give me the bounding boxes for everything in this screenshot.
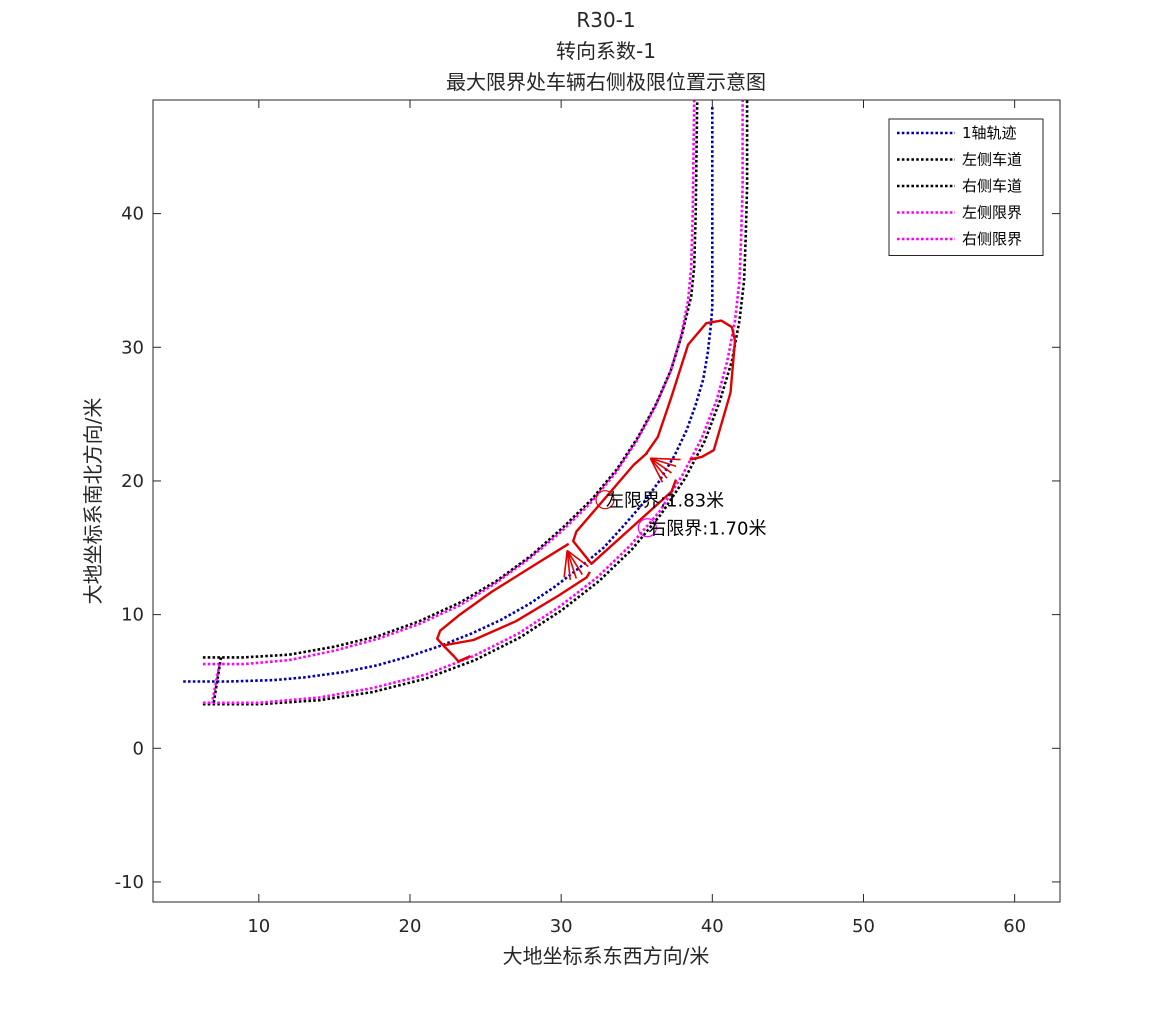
articulation-line-0-2 <box>649 457 672 474</box>
articulation-line-1-0 <box>566 549 589 568</box>
y-tick-label: 10 <box>121 605 144 626</box>
start-boundary-line-0 <box>212 657 223 705</box>
limit-marker-0 <box>595 490 615 510</box>
legend-label-1: 左侧车道 <box>962 151 1022 169</box>
limit-marker-1 <box>637 518 657 538</box>
vehicle-outline-0 <box>644 319 737 461</box>
chart-title-line-1: R30-1 <box>576 8 635 32</box>
y-tick-label: 0 <box>133 738 144 759</box>
chart-title-line-3: 最大限界处车辆右侧极限位置示意图 <box>446 70 766 94</box>
articulation-line-1-4 <box>563 550 568 578</box>
vehicle-outline-2 <box>436 542 591 647</box>
articulation-line-0-1 <box>650 457 677 468</box>
legend-box <box>888 118 1044 256</box>
vehicle-outline-3 <box>442 644 471 663</box>
series-line-1 <box>202 100 699 659</box>
series-line-4 <box>202 100 744 705</box>
y-tick-label: -10 <box>115 872 144 893</box>
legend-label-3: 左侧限界 <box>962 204 1022 222</box>
x-tick-label: 50 <box>852 916 875 937</box>
vehicle-outline-1 <box>572 452 678 565</box>
x-tick-label: 30 <box>550 916 573 937</box>
articulation-line-1-3 <box>566 550 572 580</box>
articulation-line-1-1 <box>566 550 583 575</box>
limit-annotation-0: 左限界:1.83米 <box>606 491 724 512</box>
axes: 10 20 30 40 50 60 -10 0 10 20 30 40 <box>115 100 1060 937</box>
plot-content <box>183 100 749 706</box>
start-boundary-line-1 <box>210 663 221 704</box>
articulation-line-0-0 <box>650 457 681 461</box>
x-tick-label: 10 <box>247 916 270 937</box>
y-axis-label: 大地坐标系南北方向/米 <box>81 398 105 605</box>
x-axis-label: 大地坐标系东西方向/米 <box>503 944 710 968</box>
legend-label-0: 1轴轨迹 <box>962 124 1017 142</box>
y-tick-label: 20 <box>121 471 144 492</box>
x-tick-label: 20 <box>399 916 422 937</box>
chart-titles: R30-1 转向系数-1 最大限界处车辆右侧极限位置示意图 <box>446 8 766 94</box>
series-line-3 <box>202 100 696 666</box>
articulation-line-0-3 <box>649 457 668 479</box>
articulation-line-1-2 <box>566 550 578 579</box>
y-tick-label: 30 <box>121 337 144 358</box>
legend-label-4: 右侧限界 <box>962 230 1022 248</box>
legend-label-2: 右侧车道 <box>962 177 1022 195</box>
chart-title-line-2: 转向系数-1 <box>556 39 656 63</box>
x-tick-label: 60 <box>1003 916 1026 937</box>
y-tick-label: 40 <box>121 204 144 225</box>
series-line-0 <box>183 106 714 683</box>
series-line-2 <box>202 100 749 706</box>
x-tick-label: 40 <box>701 916 724 937</box>
plot-frame <box>152 99 1061 903</box>
articulation-line-0-4 <box>649 457 664 483</box>
limit-annotation-1: 右限界:1.70米 <box>648 519 766 540</box>
